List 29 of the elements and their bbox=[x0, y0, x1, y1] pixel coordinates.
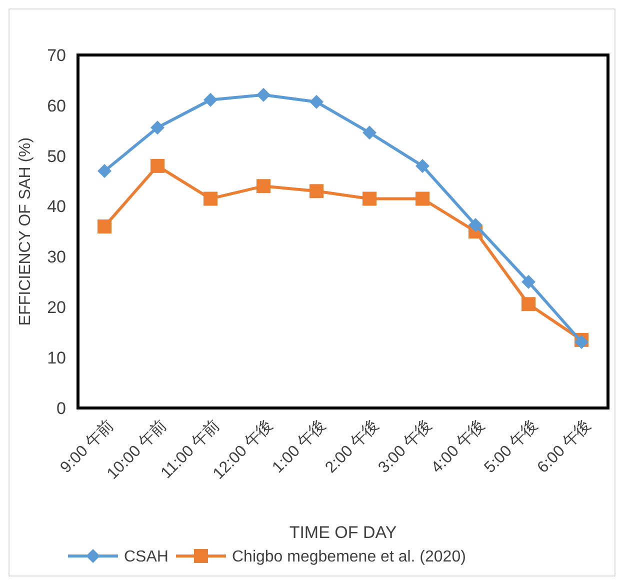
point bbox=[362, 126, 376, 140]
point bbox=[468, 218, 482, 232]
y-tick-label: 50 bbox=[47, 146, 66, 166]
point bbox=[150, 158, 164, 173]
y-tick-label: 30 bbox=[47, 248, 66, 267]
point bbox=[416, 192, 430, 206]
y-axis-title: EFFICIENCY OF SAH (%) bbox=[17, 137, 34, 326]
point bbox=[310, 184, 324, 198]
point bbox=[150, 120, 164, 135]
y-tick-label: 0 bbox=[56, 398, 66, 418]
point bbox=[362, 192, 376, 206]
point bbox=[310, 94, 324, 109]
point bbox=[98, 164, 112, 178]
y-tick-label: 20 bbox=[47, 298, 66, 318]
y-tick-label: 60 bbox=[47, 96, 66, 116]
y-tick-label: 40 bbox=[47, 197, 66, 216]
point bbox=[416, 158, 430, 173]
y-tick-label: 70 bbox=[47, 46, 66, 65]
x-axis-title: TIME OF DAY bbox=[289, 523, 397, 542]
point bbox=[522, 297, 536, 312]
legend-label: Chigbo megbemene et al. (2020) bbox=[232, 548, 466, 566]
point bbox=[98, 219, 112, 234]
point bbox=[522, 274, 536, 289]
point bbox=[256, 179, 270, 194]
y-tick-label: 10 bbox=[47, 348, 66, 368]
legend-label: CSAH bbox=[124, 548, 168, 566]
point bbox=[204, 192, 218, 206]
point bbox=[256, 88, 270, 102]
point bbox=[204, 92, 218, 107]
